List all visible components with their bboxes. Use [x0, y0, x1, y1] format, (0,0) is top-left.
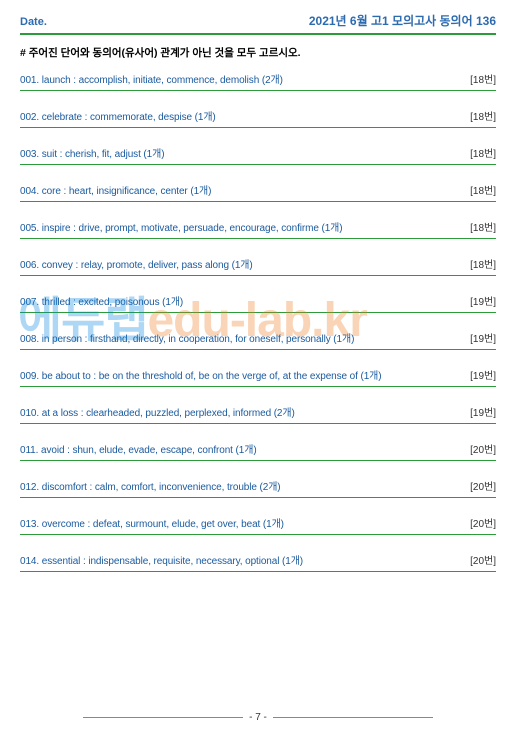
question-row: 014. essential : indispensable, requisit…: [20, 549, 496, 572]
page-number: - 7 -: [0, 712, 516, 723]
question-ref: [19번]: [470, 367, 496, 382]
question-ref: [19번]: [470, 330, 496, 345]
question-row: 011. avoid : shun, elude, evade, escape,…: [20, 438, 496, 461]
question-ref: [20번]: [470, 515, 496, 530]
question-text: 012. discomfort : calm, comfort, inconve…: [20, 478, 281, 493]
question-text: 009. be about to : be on the threshold o…: [20, 367, 382, 382]
question-text: 003. suit : cherish, fit, adjust (1개): [20, 145, 164, 160]
header: Date. 2021년 6월 고1 모의고사 동의어 136: [20, 12, 496, 35]
date-label: Date.: [20, 16, 47, 28]
question-text: 011. avoid : shun, elude, evade, escape,…: [20, 441, 257, 456]
question-list: 001. launch : accomplish, initiate, comm…: [20, 68, 496, 572]
question-row: 004. core : heart, insignificance, cente…: [20, 179, 496, 202]
question-text: 002. celebrate : commemorate, despise (1…: [20, 108, 216, 123]
question-ref: [20번]: [470, 478, 496, 493]
question-text: 014. essential : indispensable, requisit…: [20, 552, 303, 567]
question-row: 007. thrilled : excited, poisonous (1개) […: [20, 290, 496, 313]
question-ref: [18번]: [470, 182, 496, 197]
question-text: 007. thrilled : excited, poisonous (1개): [20, 293, 183, 308]
question-ref: [18번]: [470, 71, 496, 86]
question-row: 009. be about to : be on the threshold o…: [20, 364, 496, 387]
question-text: 001. launch : accomplish, initiate, comm…: [20, 71, 283, 86]
question-text: 006. convey : relay, promote, deliver, p…: [20, 256, 253, 271]
question-row: 012. discomfort : calm, comfort, inconve…: [20, 475, 496, 498]
question-ref: [20번]: [470, 441, 496, 456]
question-row: 006. convey : relay, promote, deliver, p…: [20, 253, 496, 276]
question-text: 010. at a loss : clearheaded, puzzled, p…: [20, 404, 295, 419]
question-row: 005. inspire : drive, prompt, motivate, …: [20, 216, 496, 239]
question-text: 004. core : heart, insignificance, cente…: [20, 182, 211, 197]
question-ref: [18번]: [470, 219, 496, 234]
page-title: 2021년 6월 고1 모의고사 동의어 136: [309, 12, 496, 29]
question-ref: [19번]: [470, 404, 496, 419]
question-ref: [19번]: [470, 293, 496, 308]
question-row: 013. overcome : defeat, surmount, elude,…: [20, 512, 496, 535]
question-text: 008. in person : firsthand, directly, in…: [20, 330, 354, 345]
question-ref: [20번]: [470, 552, 496, 567]
question-row: 010. at a loss : clearheaded, puzzled, p…: [20, 401, 496, 424]
question-text: 005. inspire : drive, prompt, motivate, …: [20, 219, 343, 234]
question-row: 003. suit : cherish, fit, adjust (1개) [18…: [20, 142, 496, 165]
instruction: # 주어진 단어와 동의어(유사어) 관계가 아닌 것을 모두 고르시오.: [20, 45, 496, 60]
question-row: 002. celebrate : commemorate, despise (1…: [20, 105, 496, 128]
question-row: 001. launch : accomplish, initiate, comm…: [20, 68, 496, 91]
question-ref: [18번]: [470, 108, 496, 123]
question-ref: [18번]: [470, 256, 496, 271]
question-ref: [18번]: [470, 145, 496, 160]
question-text: 013. overcome : defeat, surmount, elude,…: [20, 515, 284, 530]
question-row: 008. in person : firsthand, directly, in…: [20, 327, 496, 350]
